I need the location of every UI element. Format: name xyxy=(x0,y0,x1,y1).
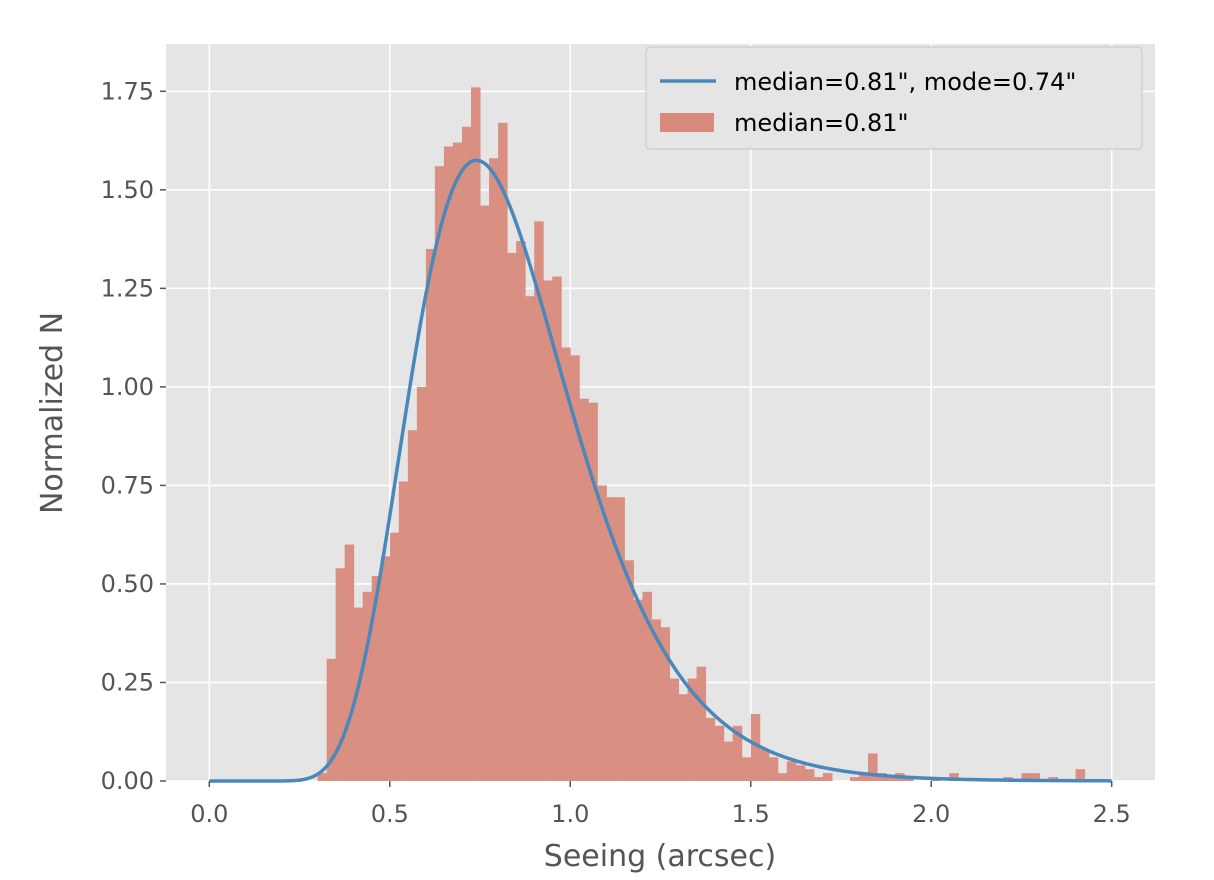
histogram-bar xyxy=(660,627,671,781)
histogram-bar xyxy=(606,497,616,781)
histogram-bar xyxy=(407,430,418,781)
histogram-bar xyxy=(678,694,689,781)
histogram-bar xyxy=(380,556,391,781)
histogram-bar xyxy=(579,398,589,781)
histogram-bar xyxy=(732,725,743,781)
histogram-bar xyxy=(588,402,598,781)
histogram-bar xyxy=(480,205,490,781)
legend-bar-swatch xyxy=(660,113,714,132)
histogram-bar xyxy=(651,619,661,781)
y-tick-label: 0.25 xyxy=(101,668,154,696)
x-tick-label: 1.5 xyxy=(732,800,770,828)
histogram-bar xyxy=(389,532,400,781)
histogram-bar xyxy=(452,142,463,781)
histogram-bar xyxy=(443,146,454,781)
histogram-bar xyxy=(326,658,337,781)
histogram-bar xyxy=(741,757,752,781)
y-tick-label: 0.50 xyxy=(101,570,154,598)
histogram-bar xyxy=(570,355,580,781)
chart-legend: median=0.81", mode=0.74" median=0.81" xyxy=(645,46,1143,150)
histogram-bar xyxy=(795,765,806,781)
histogram-bar xyxy=(398,481,409,781)
histogram-bar xyxy=(786,761,797,781)
x-tick-label: 0.0 xyxy=(190,800,228,828)
histogram-bar xyxy=(759,749,770,781)
histogram-bar xyxy=(461,126,472,781)
histogram-bar xyxy=(561,347,571,781)
y-tick-label: 1.00 xyxy=(101,373,154,401)
histogram-bar xyxy=(317,773,328,781)
histogram-bar xyxy=(353,607,364,781)
histogram-bar xyxy=(624,560,634,781)
histogram-bar xyxy=(642,591,652,781)
histogram-bar xyxy=(362,591,373,781)
histogram-bar xyxy=(696,666,707,781)
histogram-bar xyxy=(507,252,517,782)
histogram-bar xyxy=(416,386,427,781)
histogram-bar xyxy=(498,122,508,781)
histogram-bar xyxy=(543,280,553,781)
y-tick-label: 0.75 xyxy=(101,471,154,499)
histogram-bar xyxy=(714,725,725,781)
histogram-bar xyxy=(723,741,734,781)
histogram-bar xyxy=(687,678,698,781)
histogram-bar xyxy=(1021,773,1031,781)
x-tick-label: 0.5 xyxy=(371,800,409,828)
y-axis-label: Normalized N xyxy=(35,312,70,514)
histogram-bar xyxy=(949,773,959,781)
histogram-bar xyxy=(471,87,481,781)
histogram-bar xyxy=(1030,773,1040,781)
histogram-bar xyxy=(534,221,544,782)
histogram-bar xyxy=(886,777,896,781)
histogram-bar xyxy=(768,757,779,781)
fitted-curve-line xyxy=(209,158,1112,783)
y-tick-label: 1.25 xyxy=(101,274,154,302)
histogram-bar xyxy=(750,714,761,781)
histogram-bar xyxy=(525,296,535,781)
legend-histogram-label: median=0.81" xyxy=(734,109,909,137)
histogram-bar xyxy=(489,158,499,781)
histogram-bar xyxy=(516,241,526,781)
histogram-bar xyxy=(1075,769,1086,781)
y-tick-label: 0.00 xyxy=(101,767,154,795)
histogram-bar xyxy=(849,777,860,781)
y-axis-ticks: 0.00 0.25 0.50 0.75 1.00 1.25 1.50 1.75 xyxy=(101,77,166,795)
x-tick-label: 1.0 xyxy=(551,800,589,828)
histogram-bar xyxy=(434,166,445,782)
histogram-bar xyxy=(669,678,680,781)
histogram-bar xyxy=(552,276,562,781)
histogram-bar xyxy=(859,773,869,781)
y-tick-label: 1.50 xyxy=(101,176,154,204)
histogram-bar xyxy=(705,717,716,781)
x-axis-ticks: 0.0 0.5 1.0 1.5 2.0 2.5 xyxy=(190,781,1131,828)
histogram-bar xyxy=(615,497,625,781)
x-tick-label: 2.0 xyxy=(912,800,950,828)
y-tick-label: 1.75 xyxy=(101,77,154,105)
histogram-bar xyxy=(804,769,815,781)
histogram-bar xyxy=(344,544,355,781)
histogram-bars xyxy=(317,87,1086,782)
histogram-bar xyxy=(777,773,788,781)
histogram-bar xyxy=(335,568,346,781)
histogram-bar xyxy=(813,777,824,781)
x-axis-label: Seeing (arcsec) xyxy=(544,839,776,874)
legend-box xyxy=(645,46,1143,150)
histogram-bar xyxy=(633,599,643,781)
legend-curve-label: median=0.81", mode=0.74" xyxy=(734,68,1076,96)
x-tick-label: 2.5 xyxy=(1093,800,1131,828)
histogram-bar xyxy=(597,485,607,781)
histogram-bar xyxy=(425,248,436,782)
histogram-bar xyxy=(371,576,382,781)
histogram-bar xyxy=(822,773,833,781)
histogram-bar xyxy=(868,753,878,781)
